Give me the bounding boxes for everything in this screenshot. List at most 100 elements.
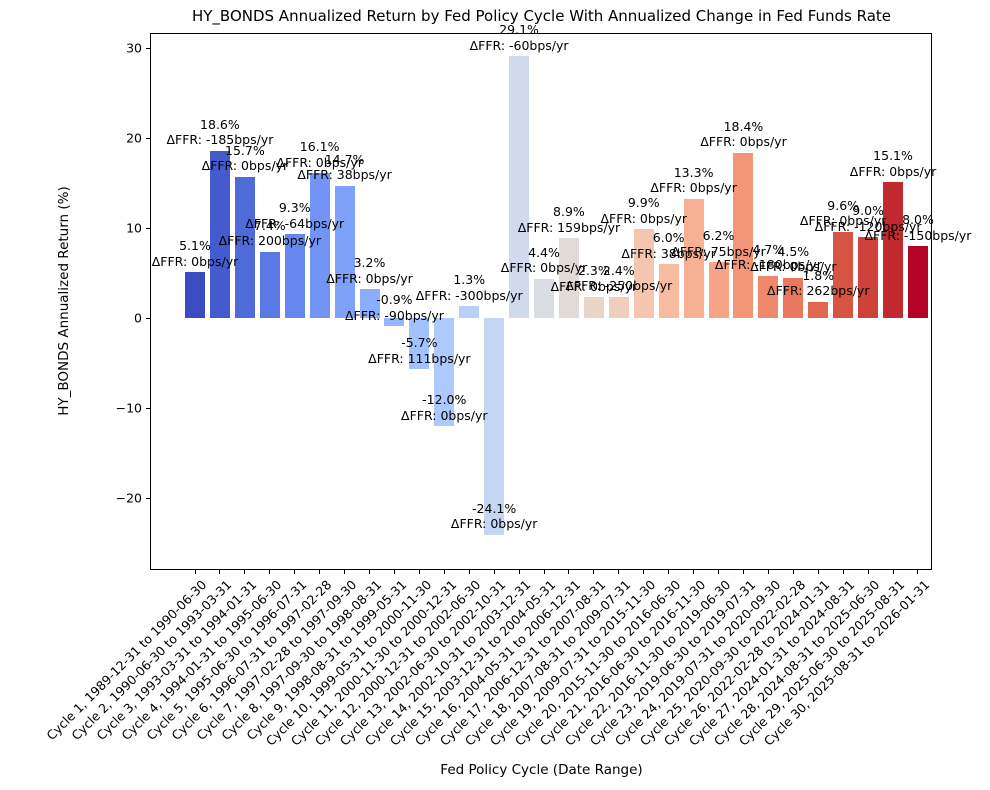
y-tick-label: 20 [126,130,142,146]
x-tick-mark [319,570,321,574]
bar-value-label: 18.6% [200,116,240,132]
bar-ffr-label: ΔFFR: -180bps/yr [714,257,822,273]
bar-ffr-label: ΔFFR: 0bps/yr [550,278,638,294]
bar-value-label: -5.7% [401,335,438,351]
x-tick-mark [618,570,620,574]
bar-ffr-label: ΔFFR: -64bps/yr [245,215,345,231]
bar-value-label: 16.1% [299,139,340,155]
x-tick-mark [369,570,370,574]
y-tick-mark [146,497,150,499]
bar [434,318,455,427]
bar-annotation: -5.7% ΔFFR: 111bps/yr [368,335,470,366]
x-tick-mark [219,570,221,574]
bar-annotation: 14.7% ΔFFR: 38bps/yr [297,152,391,183]
bar-ffr-label: ΔFFR: 0bps/yr [700,134,787,150]
bar-annotation: 4.5% ΔFFR: 0bps/yr [750,244,837,275]
bar-annotation: 9.9% ΔFFR: 0bps/yr [600,195,687,226]
bar-annotation: 6.0% ΔFFR: 38bps/yr [621,230,715,261]
y-tick-mark [146,317,150,319]
bar-value-label: 15.1% [873,148,913,164]
bar-ffr-label: ΔFFR: 200bps/yr [218,233,321,249]
bar-value-label: 1.8% [802,267,835,283]
bar-annotation: 8.0% ΔFFR: -150bps/yr [865,212,972,243]
x-tick-mark [867,570,869,574]
bar-ffr-label: ΔFFR: 159bps/yr [517,219,621,235]
bar-annotation: 18.6% ΔFFR: -185bps/yr [166,117,273,148]
bar-ffr-label: ΔFFR: -120bps/yr [814,218,922,234]
bar-annotation: 16.1% ΔFFR: 0bps/yr [276,139,363,170]
x-tick-mark [493,570,495,574]
y-tick-label: −10 [115,400,142,416]
bar-ffr-label: ΔFFR: 262bps/yr [767,283,870,299]
x-tick-mark [817,570,819,574]
bar-ffr-label: ΔFFR: 111bps/yr [368,350,471,366]
bar-annotation: 9.3% ΔFFR: -64bps/yr [245,200,344,231]
x-tick-mark [194,570,196,574]
bar-ffr-label: ΔFFR: -150bps/yr [864,227,972,243]
bar-ffr-label: ΔFFR: 0bps/yr [500,260,588,276]
bar [509,56,530,319]
bar-value-label: 6.2% [702,228,735,244]
bar-annotation: 2.3% ΔFFR: 0bps/yr [551,263,638,294]
bar-ffr-label: ΔFFR: 0bps/yr [750,259,837,275]
bar [708,262,729,319]
x-tick-mark [792,570,794,574]
x-tick-mark [244,570,246,574]
y-tick-mark [146,137,150,139]
bar [783,277,804,319]
x-tick-mark [418,570,420,574]
bar [309,173,330,319]
bar-value-label: 9.9% [627,195,660,211]
x-tick-mark [294,570,296,574]
x-tick-mark [393,570,395,574]
bar [409,318,430,370]
bar-value-label: -0.9% [376,292,413,308]
bar [459,306,480,319]
bar [733,152,754,319]
bar-annotation: 29.1% ΔFFR: -60bps/yr [470,22,569,53]
chart-title: HY_BONDS Annualized Return by Fed Policy… [191,7,892,25]
x-tick-mark [718,570,720,574]
x-tick-mark [892,570,894,574]
bar-annotation: 3.2% ΔFFR: 0bps/yr [326,255,413,286]
bar [683,198,704,319]
bar-annotation: 8.9% ΔFFR: 159bps/yr [518,204,620,235]
bar [359,289,380,319]
bar [259,251,280,319]
bar-ffr-label: ΔFFR: -185bps/yr [166,132,274,148]
x-tick-mark [742,570,744,574]
bar [833,231,854,319]
y-tick-label: 10 [126,220,142,236]
bar-ffr-label: ΔFFR: 0bps/yr [849,163,937,179]
bar-annotation: 15.1% ΔFFR: 0bps/yr [850,148,937,179]
bar-ffr-label: ΔFFR: 0bps/yr [276,154,363,170]
bar-annotation: 9.0% ΔFFR: -120bps/yr [815,203,922,234]
bar-annotation: 1.3% ΔFFR: -300bps/yr [416,272,523,303]
y-tick-mark [146,47,150,49]
bar-value-label: 5.1% [179,238,211,254]
bar-ffr-label: ΔFFR: 0bps/yr [600,210,687,226]
x-tick-mark [643,570,645,574]
bar-ffr-label: ΔFFR: -90bps/yr [344,307,444,323]
bar [608,296,629,319]
bar [633,229,654,319]
bar-value-label: 9.3% [278,200,311,216]
y-tick-mark [146,407,150,409]
bar [284,234,305,319]
bar-annotation: 5.1% ΔFFR: 0bps/yr [152,238,239,269]
bar-annotation: 15.7% ΔFFR: 0bps/yr [202,143,289,174]
bar [558,238,579,319]
bar [534,278,555,319]
bar-annotation: 2.4% ΔFFR: -250bps/yr [565,263,672,294]
bar-ffr-label: ΔFFR: -250bps/yr [565,278,673,294]
bar-ffr-label: ΔFFR: 0bps/yr [151,253,239,269]
bar-value-label: 4.4% [528,244,560,260]
bar-ffr-label: ΔFFR: -60bps/yr [469,37,569,53]
y-tick-label: 30 [126,40,142,56]
bar-value-label: 8.9% [553,204,585,220]
x-tick-mark [518,570,520,574]
x-tick-mark [917,570,919,574]
bar [858,237,879,319]
bar-annotation: 9.6% ΔFFR: 0bps/yr [800,198,887,229]
bar-ffr-label: ΔFFR: 75bps/yr [671,243,766,259]
